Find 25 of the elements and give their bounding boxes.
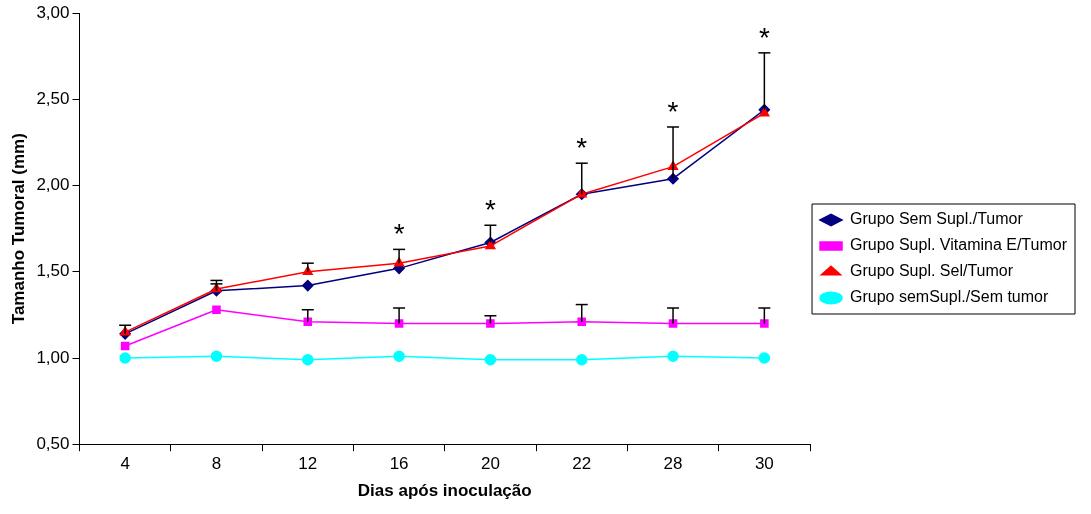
x-tick-label: 22: [572, 454, 592, 474]
y-axis-title: Tamanho Tumoral (mm): [8, 133, 28, 325]
x-tick-label: 8: [211, 454, 222, 474]
legend-label: Grupo Sem Supl./Tumor: [850, 210, 1024, 228]
annotation: *: [393, 218, 405, 250]
x-tick-label: 4: [120, 454, 130, 474]
y-tick-label: 0,50: [36, 433, 70, 453]
x-tick-label: 16: [389, 454, 409, 474]
annotation: *: [667, 95, 679, 127]
y-tick-label: 1,00: [36, 347, 70, 367]
annotation: *: [484, 193, 496, 225]
y-tick-label: 2,00: [36, 175, 70, 195]
x-tick-label: 30: [754, 454, 774, 474]
x-tick-label: 12: [298, 454, 318, 474]
legend-label: Grupo Supl. Vitamina E/Tumor: [850, 236, 1068, 254]
legend-label: Grupo Supl. Sel/Tumor: [850, 262, 1014, 280]
y-tick-label: 1,50: [36, 261, 70, 281]
legend-label: Grupo semSupl./Sem tumor: [850, 288, 1049, 306]
y-tick-label: 2,50: [36, 89, 70, 109]
y-tick-label: 3,00: [36, 2, 70, 22]
annotation: *: [758, 21, 770, 53]
x-tick-label: 28: [663, 454, 683, 474]
x-axis-title: Dias após inoculação: [357, 481, 532, 501]
annotation: *: [576, 131, 588, 163]
x-tick-label: 20: [480, 454, 500, 474]
